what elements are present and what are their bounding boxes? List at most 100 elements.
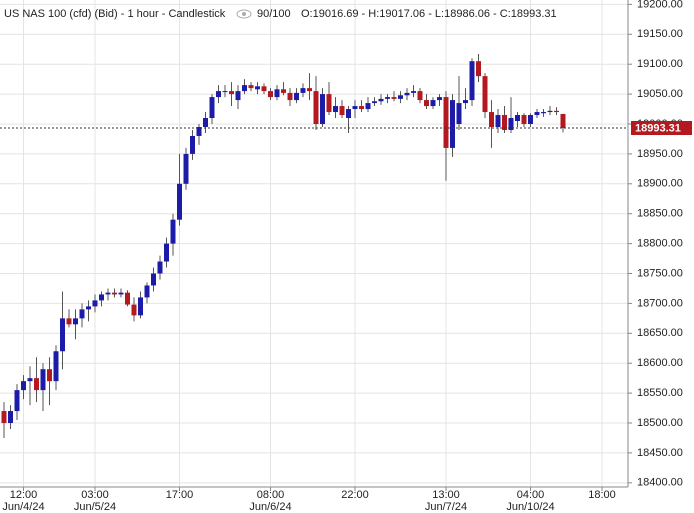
candle-body [502, 115, 507, 130]
zoom-level: 90/100 [257, 8, 291, 20]
candle-body [40, 369, 46, 391]
candle-body [554, 110, 559, 113]
candle-body [391, 97, 397, 99]
candle-body [300, 88, 306, 93]
x-tick-label: 08:00 [257, 489, 285, 501]
y-tick-label: 18950.00 [637, 148, 683, 160]
candle-body [27, 378, 33, 382]
candle-body [164, 243, 169, 262]
candle-body [248, 85, 254, 89]
x-tick-label: 03:00 [81, 489, 109, 501]
candle-body [339, 106, 345, 116]
candle-body [437, 97, 442, 101]
candle-body [222, 91, 228, 93]
candle-body [482, 76, 488, 113]
candle-body [346, 109, 351, 119]
candle-body [398, 95, 403, 99]
candle-body [131, 304, 137, 316]
candle-body [476, 61, 481, 77]
candle-body [209, 97, 215, 119]
candle-body [112, 292, 117, 295]
y-tick-label: 18400.00 [637, 477, 683, 489]
x-date-label: Jun/5/24 [74, 501, 116, 513]
candle-body [170, 219, 176, 244]
candle-body [378, 98, 384, 102]
candle-body [21, 381, 26, 391]
candle-body [495, 115, 501, 127]
candle-body [365, 103, 371, 110]
candle-body [320, 94, 325, 124]
y-tick-label: 18450.00 [637, 447, 683, 459]
candle-body [294, 92, 299, 101]
candle-body [463, 100, 468, 104]
candle-body [456, 103, 462, 124]
candle-body [352, 106, 358, 110]
candle-body [417, 91, 423, 101]
y-tick-label: 19150.00 [637, 28, 683, 40]
candle-body [99, 294, 104, 301]
candle-body [541, 112, 546, 114]
ohlc-readout: O:19016.69 - H:19017.06 - L:18986.06 - C… [301, 8, 557, 20]
candle-body [268, 91, 273, 98]
candle-body [443, 97, 449, 148]
y-tick-label: 19050.00 [637, 88, 683, 100]
x-tick-label: 18:00 [588, 489, 616, 501]
candle-body [73, 318, 78, 325]
y-tick-label: 18650.00 [637, 327, 683, 339]
candle-body [287, 92, 293, 101]
candle-body [125, 292, 130, 305]
last-price-box [631, 120, 692, 135]
candle-body [313, 91, 319, 124]
x-tick-label: 13:00 [432, 489, 460, 501]
candle-body [255, 86, 260, 90]
x-tick-label: 22:00 [341, 489, 369, 501]
candle-body [1, 411, 7, 424]
candle-body [157, 261, 163, 274]
candle-body [560, 114, 566, 128]
candle-body [333, 106, 338, 113]
candle-body [216, 91, 221, 98]
candle-body [307, 88, 312, 92]
candles [1, 54, 566, 438]
candle-body [528, 115, 533, 124]
candle-body [508, 118, 514, 130]
candle-body [274, 89, 280, 98]
candle-body [469, 61, 475, 101]
candle-body [534, 112, 540, 116]
y-tick-label: 18500.00 [637, 417, 683, 429]
candle-body [547, 110, 553, 113]
y-tick-label: 18700.00 [637, 297, 683, 309]
x-date-label: Jun/10/24 [506, 501, 554, 513]
candle-body [151, 273, 156, 286]
candle-body [118, 292, 124, 295]
candle-body [138, 297, 143, 316]
candle-body [144, 285, 150, 298]
candle-body [66, 318, 72, 325]
candle-body [521, 115, 527, 124]
y-tick-label: 18800.00 [637, 238, 683, 250]
candle-body [326, 94, 332, 113]
candle-body [177, 183, 182, 220]
candle-body [47, 369, 52, 382]
x-date-label: Jun/4/24 [2, 501, 44, 513]
x-tick-label: 17:00 [166, 489, 194, 501]
candle-body [424, 100, 429, 107]
candle-body [359, 106, 364, 110]
candle-body [8, 411, 13, 424]
candle-body [515, 115, 520, 122]
candle-body [385, 97, 390, 99]
candle-body [489, 112, 494, 127]
candle-body [242, 85, 247, 92]
y-tick-label: 19100.00 [637, 58, 683, 70]
y-tick-label: 18900.00 [637, 178, 683, 190]
candle-body [261, 86, 267, 92]
candle-body [235, 91, 241, 101]
candle-body [92, 300, 98, 307]
y-tick-label: 18750.00 [637, 267, 683, 279]
y-tick-label: 18600.00 [637, 357, 683, 369]
candle-body [196, 126, 202, 136]
candle-body [281, 89, 286, 93]
candle-body [79, 309, 85, 319]
